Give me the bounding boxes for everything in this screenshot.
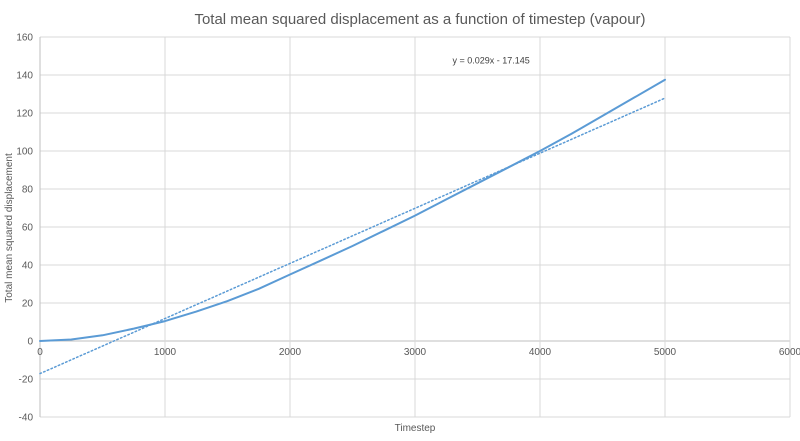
x-tick-label: 6000 xyxy=(779,347,800,358)
y-tick-labels: -40 -20 0 20 40 60 80 100 120 140 160 xyxy=(16,33,33,424)
y-tick-label: 80 xyxy=(22,185,34,196)
y-tick-label: 140 xyxy=(16,71,33,82)
y-axis-label: Total mean squared displacement xyxy=(4,153,15,303)
x-tick-label: 4000 xyxy=(529,347,552,358)
x-tick-label: 2000 xyxy=(279,347,302,358)
x-axis-label: Timestep xyxy=(395,423,436,434)
x-tick-label: 1000 xyxy=(154,347,177,358)
y-tick-label: 160 xyxy=(16,33,33,44)
y-tick-label: 60 xyxy=(22,223,34,234)
y-tick-label: 20 xyxy=(22,299,34,310)
series-lines xyxy=(39,78,666,375)
trendline-equation: y = 0.029x - 17.145 xyxy=(453,56,530,66)
x-tick-label: 3000 xyxy=(404,347,427,358)
y-tick-label: 0 xyxy=(27,337,33,348)
trendline xyxy=(39,97,666,375)
msd-series-line xyxy=(39,78,666,342)
x-tick-label: 5000 xyxy=(654,347,677,358)
x-tick-label: 0 xyxy=(37,347,43,358)
y-tick-label: 40 xyxy=(22,261,34,272)
chart-title: Total mean squared displacement as a fun… xyxy=(194,11,645,28)
y-tick-label: 100 xyxy=(16,147,33,158)
gridlines xyxy=(39,36,791,418)
y-tick-label: 120 xyxy=(16,109,33,120)
y-tick-label: -20 xyxy=(19,375,34,386)
y-tick-label: -40 xyxy=(19,413,34,424)
annotations: y = 0.029x - 17.145 xyxy=(453,56,530,66)
x-tick-labels: 0 1000 2000 3000 4000 5000 6000 xyxy=(37,347,800,358)
